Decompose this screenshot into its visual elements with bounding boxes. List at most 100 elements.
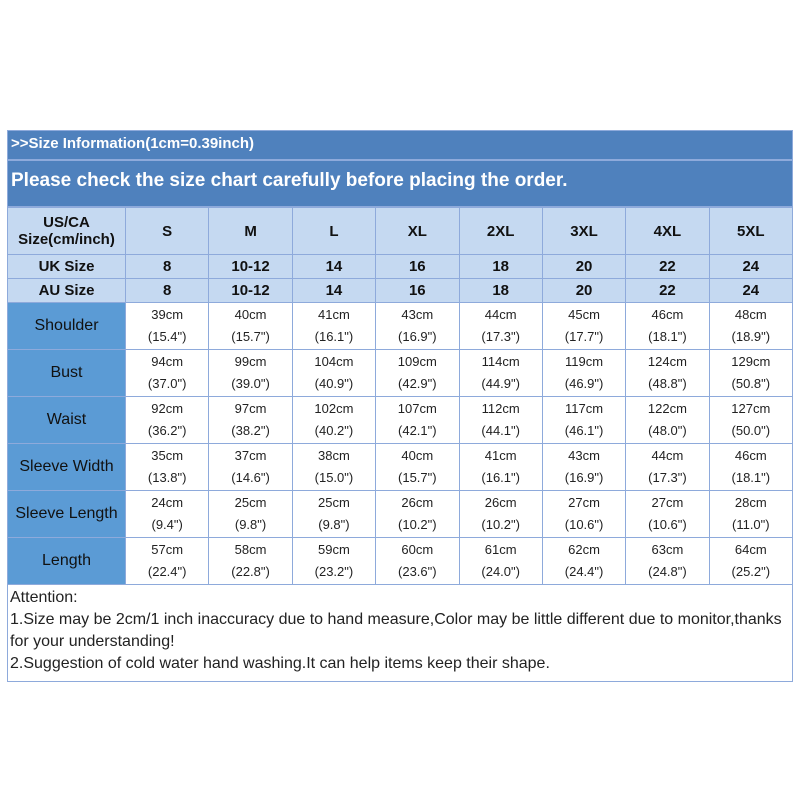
cm-value: 45cm [568,307,600,322]
measure-cell: 24cm (9.4") [124,490,210,538]
cm-value: 43cm [401,307,434,322]
measure-cell: 37cm (14.6") [208,443,293,491]
cm-value: 97cm [234,401,267,416]
inch-value: (16.1") [481,470,520,485]
measure-cell: 27cm (10.6") [625,490,710,538]
inch-value: (23.2") [314,564,354,579]
cm-value: 112cm [481,401,520,416]
cm-value: 129cm [731,354,771,369]
size-chart: >>Size Information(1cm=0.39inch) Please … [7,130,794,682]
inch-value: (44.9") [481,376,520,391]
size-row: UK Size 8 10-12 14 16 18 20 22 24 [7,254,794,279]
inch-value: (10.6") [564,517,604,532]
size-table: US/CA Size(cm/inch) S M L XL 2XL 3XL 4XL 5XL UK S… [7,207,794,585]
inch-value: (15.4") [147,329,187,344]
measure-cell: 127cm (50.0") [708,396,794,444]
measure-cell: 44cm (17.3") [625,443,710,491]
measure-cell: 40cm (15.7") [208,302,293,350]
cm-value: 119cm [565,354,604,369]
inch-value: (17.7") [564,329,604,344]
inch-value: (9.8") [318,517,350,532]
measure-cell: 64cm (25.2") [708,537,794,585]
measure-cell: 26cm (10.2") [375,490,460,538]
attention-title: Attention: [10,589,78,606]
inch-value: (39.0") [231,376,270,391]
measure-cell: 104cm (40.9") [291,349,377,397]
cm-value: 59cm [318,542,350,557]
inch-value: (17.3") [648,470,687,485]
inch-value: (9.4") [151,517,183,532]
cm-value: 41cm [318,307,350,322]
inch-value: (42.1") [398,423,437,438]
cm-value: 60cm [401,542,434,557]
cm-value: 27cm [651,495,684,510]
cm-value: 63cm [651,542,684,557]
inch-value: (15.7") [231,329,270,344]
measure-cell: 119cm (46.9") [541,349,627,397]
size-cell: 18 [458,278,543,303]
inch-value: (46.1") [564,423,604,438]
cm-value: 24cm [151,495,184,510]
cm-value: 38cm [318,448,350,463]
size-cell: 16 [375,278,460,303]
measure-cell: 102cm (40.2") [291,396,377,444]
measure-cell: 43cm (16.9") [541,443,627,491]
size-cell: 14 [291,254,377,279]
inch-value: (18.1") [648,329,687,344]
size-info-heading: >>Size Information(1cm=0.39inch) [7,130,793,160]
inch-value: (44.1") [481,423,520,438]
measure-row: Waist 92cm (36.2") 97cm (38.2") 102cm (40.2") 1… [7,396,794,444]
cm-value: 61cm [484,542,517,557]
inch-value: (36.2") [147,423,187,438]
inch-value: (42.9") [398,376,437,391]
inch-value: (16.9") [398,329,437,344]
size-notice-heading: Please check the size chart carefully be… [7,160,793,207]
cm-value: 92cm [151,401,184,416]
measure-cell: 44cm (17.3") [458,302,543,350]
measure-cell: 61cm (24.0") [458,537,543,585]
measure-cell: 43cm (16.9") [375,302,460,350]
size-row-label: US/CA Size(cm/inch) [7,207,126,255]
measure-cell: 99cm (39.0") [208,349,293,397]
measure-cell: 27cm (10.6") [541,490,627,538]
cm-value: 46cm [651,307,684,322]
inch-value: (24.8") [648,564,687,579]
measure-cell: 124cm (48.8") [625,349,710,397]
measure-label: Waist [7,396,126,444]
inch-value: (50.0") [731,423,771,438]
measure-cell: 117cm (46.1") [541,396,627,444]
measure-cell: 48cm (18.9") [708,302,794,350]
cm-value: 114cm [481,354,520,369]
measure-cell: 63cm (24.8") [625,537,710,585]
size-cell: 8 [124,254,210,279]
measure-cell: 28cm (11.0") [708,490,794,538]
cm-value: 64cm [734,542,767,557]
measure-row: Length 57cm (22.4") 58cm (22.8") 59cm (23.2") 6… [7,537,794,585]
measure-cell: 114cm (44.9") [458,349,543,397]
measure-label: Length [7,537,126,585]
cm-value: 40cm [401,448,434,463]
measure-cell: 60cm (23.6") [375,537,460,585]
measure-cell: 129cm (50.8") [708,349,794,397]
size-cell: 22 [625,254,710,279]
measure-cell: 109cm (42.9") [375,349,460,397]
size-cell: M [208,207,293,255]
cm-value: 26cm [484,495,517,510]
cm-value: 48cm [734,307,767,322]
measure-label: Sleeve Length [7,490,126,538]
measure-cell: 58cm (22.8") [208,537,293,585]
inch-value: (15.0") [314,470,354,485]
inch-value: (48.8") [648,376,687,391]
measure-row: Sleeve Length 24cm (9.4") 25cm (9.8") 25cm (9.… [7,490,794,538]
size-cell: 2XL [458,207,543,255]
size-cell: 18 [458,254,543,279]
measure-label: Shoulder [7,302,126,350]
cm-value: 35cm [151,448,184,463]
size-cell: 3XL [541,207,627,255]
size-cell: S [124,207,210,255]
cm-value: 94cm [151,354,184,369]
cm-value: 122cm [647,401,687,416]
measure-cell: 25cm (9.8") [208,490,293,538]
measure-cell: 26cm (10.2") [458,490,543,538]
size-cell: 14 [291,278,377,303]
